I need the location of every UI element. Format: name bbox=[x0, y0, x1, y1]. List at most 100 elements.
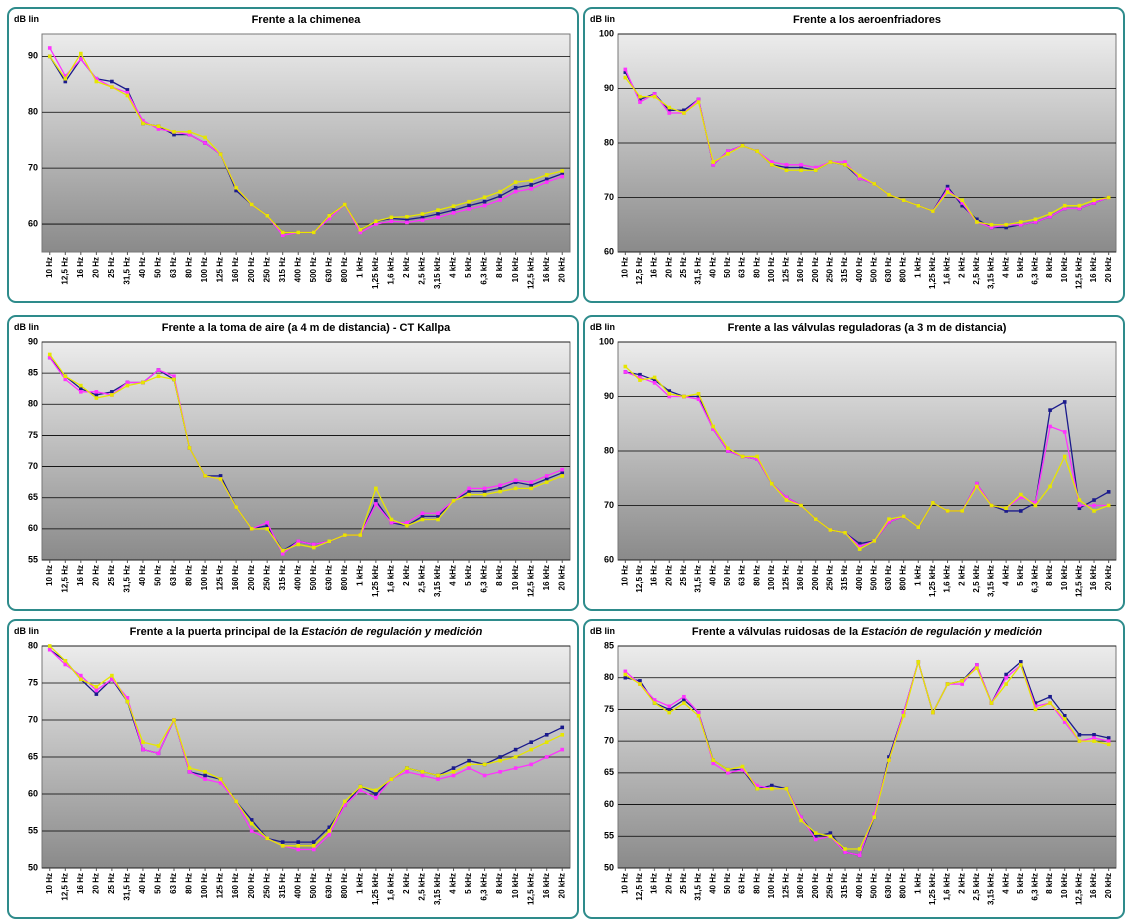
data-point bbox=[1062, 717, 1067, 721]
x-tick-label: 10 kHz bbox=[511, 565, 520, 590]
data-point bbox=[79, 390, 83, 394]
data-point bbox=[1062, 203, 1067, 208]
data-point bbox=[799, 818, 803, 823]
x-tick-label: 50 Hz bbox=[154, 565, 163, 586]
data-point bbox=[374, 795, 378, 800]
y-tick-label: 70 bbox=[604, 500, 614, 510]
data-point bbox=[1092, 736, 1096, 740]
x-tick-label: 6,3 kHz bbox=[1031, 873, 1040, 901]
data-point bbox=[667, 707, 672, 712]
x-tick-label: 16 Hz bbox=[76, 257, 85, 278]
data-point bbox=[989, 222, 994, 227]
data-point bbox=[265, 523, 269, 528]
data-point bbox=[652, 381, 657, 385]
x-tick-label: 4 kHz bbox=[1001, 565, 1010, 586]
y-tick-label: 50 bbox=[604, 862, 614, 872]
y-tick-label: 80 bbox=[604, 445, 614, 455]
data-point bbox=[1077, 498, 1082, 502]
data-point bbox=[327, 829, 332, 833]
data-point bbox=[623, 364, 628, 369]
data-point bbox=[63, 74, 68, 78]
x-tick-label: 12,5 kHz bbox=[1074, 257, 1083, 289]
y-tick-label: 60 bbox=[28, 218, 38, 228]
data-point bbox=[544, 477, 549, 481]
x-tick-label: 20 Hz bbox=[664, 873, 673, 894]
x-tick-label: 20 Hz bbox=[91, 873, 100, 894]
data-point bbox=[63, 79, 68, 84]
x-tick-label: 40 Hz bbox=[708, 257, 717, 278]
data-point bbox=[280, 548, 285, 553]
data-point bbox=[828, 528, 833, 532]
data-point bbox=[1048, 701, 1052, 705]
data-point bbox=[682, 694, 686, 699]
y-axis-unit: dB lin bbox=[14, 322, 39, 332]
data-point bbox=[769, 786, 774, 791]
data-point bbox=[1077, 503, 1082, 508]
x-tick-label: 630 Hz bbox=[884, 873, 893, 898]
x-tick-label: 125 Hz bbox=[782, 257, 791, 282]
data-point bbox=[696, 713, 701, 718]
x-tick-label: 80 Hz bbox=[185, 257, 194, 278]
x-tick-label: 8 kHz bbox=[495, 257, 504, 278]
x-tick-label: 500 Hz bbox=[309, 565, 318, 590]
x-tick-label: 2,5 kHz bbox=[972, 873, 981, 901]
chart-title: Frente a la chimenea bbox=[252, 14, 362, 26]
data-point bbox=[1033, 220, 1038, 224]
y-tick-label: 90 bbox=[604, 391, 614, 401]
data-point bbox=[280, 551, 285, 556]
data-point bbox=[857, 547, 862, 551]
data-point bbox=[857, 541, 862, 546]
y-tick-label: 85 bbox=[28, 368, 38, 378]
data-point bbox=[872, 812, 877, 816]
data-point bbox=[79, 57, 83, 61]
data-point bbox=[1048, 408, 1052, 412]
y-tick-label: 60 bbox=[28, 788, 38, 798]
data-point bbox=[513, 478, 518, 483]
x-tick-label: 12,5 Hz bbox=[60, 565, 69, 593]
data-point bbox=[960, 679, 965, 683]
data-point bbox=[901, 514, 906, 519]
data-point bbox=[436, 773, 440, 778]
y-axis-unit: dB lin bbox=[590, 322, 615, 332]
x-tick-label: 3,15 kHz bbox=[987, 873, 996, 905]
data-point bbox=[451, 499, 456, 503]
x-tick-label: 63 Hz bbox=[738, 257, 747, 278]
data-point bbox=[784, 786, 789, 791]
x-tick-label: 800 Hz bbox=[340, 257, 349, 282]
x-tick-label: 20 Hz bbox=[91, 565, 100, 586]
x-tick-label: 63 Hz bbox=[169, 257, 178, 278]
data-point bbox=[498, 189, 502, 194]
data-point bbox=[296, 539, 301, 544]
y-tick-label: 80 bbox=[28, 640, 38, 650]
x-tick-label: 500 Hz bbox=[869, 565, 878, 590]
data-point bbox=[358, 788, 363, 793]
y-tick-label: 55 bbox=[28, 825, 38, 835]
x-tick-label: 80 Hz bbox=[752, 565, 761, 586]
x-tick-label: 10 Hz bbox=[620, 257, 629, 278]
data-point bbox=[156, 751, 161, 756]
data-point bbox=[94, 393, 99, 397]
data-point bbox=[887, 517, 891, 521]
data-point bbox=[482, 199, 487, 204]
data-point bbox=[843, 163, 847, 167]
data-point bbox=[311, 230, 316, 235]
data-point bbox=[218, 781, 223, 785]
data-point bbox=[813, 517, 818, 521]
data-point bbox=[638, 372, 642, 377]
x-tick-label: 16 Hz bbox=[650, 565, 659, 586]
y-tick-label: 60 bbox=[604, 799, 614, 809]
data-point bbox=[652, 94, 657, 99]
data-point bbox=[451, 204, 456, 208]
data-point bbox=[813, 837, 818, 842]
data-point bbox=[945, 184, 950, 189]
x-tick-label: 200 Hz bbox=[811, 257, 820, 282]
data-point bbox=[623, 669, 628, 674]
data-point bbox=[696, 394, 701, 399]
data-point bbox=[467, 762, 471, 767]
data-point bbox=[343, 799, 347, 804]
data-point bbox=[172, 130, 176, 134]
x-tick-label: 31,5 Hz bbox=[694, 565, 703, 593]
x-tick-label: 25 Hz bbox=[107, 257, 116, 278]
data-point bbox=[1018, 660, 1023, 664]
data-point bbox=[638, 682, 642, 686]
